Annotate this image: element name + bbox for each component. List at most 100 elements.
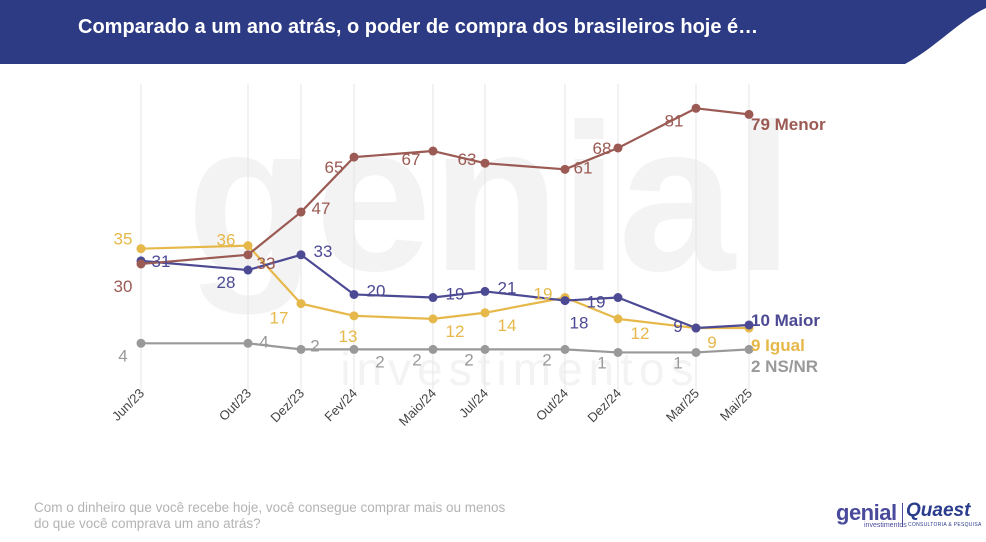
data-point	[480, 308, 490, 318]
data-label: 68	[593, 139, 612, 158]
data-point	[613, 143, 623, 153]
data-point	[296, 207, 306, 217]
data-point	[349, 152, 359, 162]
data-label: 1	[673, 353, 682, 372]
data-label: 13	[339, 327, 358, 346]
watermark: genial investimentos	[187, 80, 794, 395]
data-label: 2	[464, 350, 473, 369]
data-point	[296, 344, 306, 354]
data-point	[744, 320, 754, 330]
data-point	[613, 314, 623, 324]
data-label: 21	[498, 278, 517, 297]
series-lines	[140, 107, 750, 354]
data-label: 19	[587, 293, 606, 312]
end-label-nsnr: 2 NS/NR	[751, 357, 818, 376]
brand-logos: genial investimentos Quaest CONSULTORIA …	[836, 500, 986, 534]
data-label: 30	[114, 277, 133, 296]
data-label: 14	[498, 316, 517, 335]
data-point	[613, 347, 623, 357]
survey-question-line-2: do que você comprava um ano atrás?	[34, 516, 261, 531]
data-point	[243, 338, 253, 348]
logo-divider	[902, 503, 903, 527]
data-point	[691, 103, 701, 113]
data-point	[296, 299, 306, 309]
data-point	[560, 344, 570, 354]
data-point	[480, 158, 490, 168]
data-label: 61	[574, 158, 593, 177]
data-label: 28	[217, 273, 236, 292]
quaest-logo: Quaest	[906, 500, 971, 521]
end-label-maior: 10 Maior	[751, 311, 820, 330]
header-banner: Comparado a um ano atrás, o poder de com…	[0, 0, 986, 64]
data-label: 65	[325, 158, 344, 177]
data-label: 67	[402, 150, 421, 169]
data-point	[691, 323, 701, 333]
vertical-gridlines	[140, 84, 750, 390]
data-label: 20	[367, 281, 386, 300]
data-point	[428, 293, 438, 303]
data-label: 2	[310, 336, 319, 355]
data-label: 18	[570, 314, 589, 333]
survey-question-line-1: Com o dinheiro que você recebe hoje, voc…	[34, 500, 506, 515]
data-point	[613, 293, 623, 303]
data-label: 33	[257, 254, 276, 273]
data-point	[560, 164, 570, 174]
data-label: 19	[446, 285, 465, 304]
data-point	[349, 289, 359, 299]
data-point	[243, 250, 253, 260]
data-label: 12	[446, 322, 465, 341]
data-point	[744, 344, 754, 354]
data-label: 81	[665, 111, 684, 130]
series-line-nsnr	[141, 342, 750, 354]
series-line-igual	[140, 244, 749, 330]
data-point	[349, 311, 359, 321]
data-label: 35	[114, 230, 133, 249]
data-point	[136, 338, 146, 348]
series-line-menor	[140, 107, 750, 266]
data-label: 31	[152, 252, 171, 271]
data-label: 17	[270, 309, 289, 328]
data-point	[296, 250, 306, 260]
data-label: 9	[707, 333, 716, 352]
data-point	[560, 296, 570, 306]
quaest-logo-subtitle: CONSULTORIA & PESQUISA	[908, 522, 982, 528]
x-tick-label: Jun/23	[109, 386, 147, 424]
data-label: 47	[312, 199, 331, 218]
data-point	[136, 244, 146, 254]
data-label: 19	[534, 285, 553, 304]
data-point	[480, 344, 490, 354]
data-label: 2	[412, 350, 421, 369]
series-points	[136, 103, 754, 357]
x-tick-label: Dez/23	[267, 386, 307, 426]
survey-question: Com o dinheiro que você recebe hoje, voc…	[34, 500, 594, 532]
data-label: 33	[314, 242, 333, 261]
series-line-maior	[140, 253, 750, 330]
data-point	[428, 146, 438, 156]
data-point	[243, 241, 253, 251]
data-point	[428, 314, 438, 324]
data-label: 9	[673, 317, 682, 336]
x-tick-label: Out/23	[216, 386, 254, 424]
data-point	[136, 259, 146, 269]
data-label: 63	[458, 150, 477, 169]
data-label: 4	[259, 332, 268, 351]
data-point	[428, 344, 438, 354]
watermark-text: genial	[187, 80, 794, 315]
header-background	[0, 0, 986, 64]
data-label: 1	[597, 353, 606, 372]
genial-logo: genial	[836, 500, 897, 525]
end-label-menor: 79 Menor	[751, 115, 826, 134]
data-point	[349, 344, 359, 354]
data-label: 2	[542, 350, 551, 369]
end-label-igual: 9 Igual	[751, 336, 805, 355]
watermark-subtext: investimentos	[340, 343, 699, 395]
data-label: 12	[631, 324, 650, 343]
data-point	[243, 265, 253, 275]
genial-logo-subtitle: investimentos	[864, 522, 907, 529]
data-label: 36	[217, 231, 236, 250]
data-label: 4	[118, 346, 127, 365]
data-point	[691, 347, 701, 357]
x-tick-label: Mai/25	[717, 386, 755, 424]
